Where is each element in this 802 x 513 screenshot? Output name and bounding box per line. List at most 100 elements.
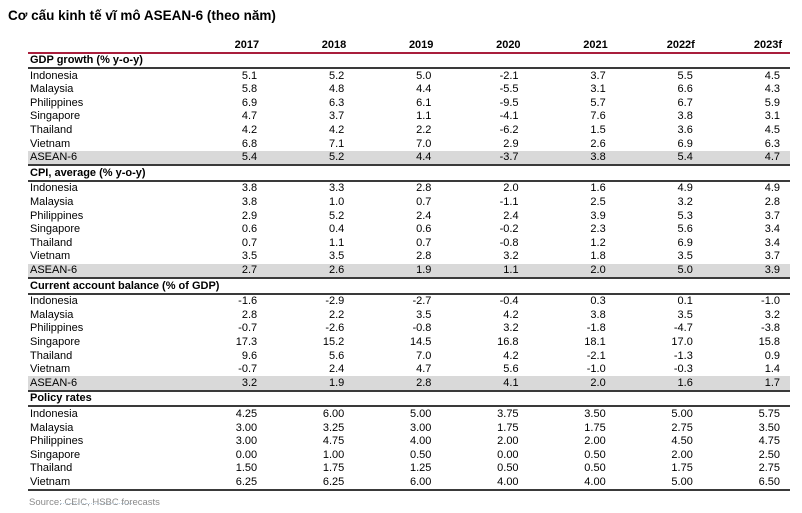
value-cell: 1.1 (416, 110, 432, 123)
year-header: 2021 (528, 38, 616, 54)
value-cell: 4.8 (328, 83, 345, 96)
value-cell: -0.8 (499, 236, 519, 249)
value-cell: 6.7 (677, 96, 693, 109)
table-row: Malaysia 3.8 1.0 0.7 -1.1 2.5 3.2 2.8 (28, 196, 790, 210)
value-cell: 3.9 (702, 263, 790, 280)
table-row: Malaysia 5.8 4.8 4.4 -5.5 3.1 6.6 4.3 (28, 83, 790, 97)
value-cell: 0.6 (241, 223, 258, 236)
value-cell: 1.1 (441, 263, 529, 280)
page-title: Cơ cấu kinh tế vĩ mô ASEAN-6 (theo năm) (8, 8, 276, 23)
country-label: Thailand (30, 462, 73, 475)
value-cell: 2.3 (590, 223, 606, 236)
country-label: Malaysia (30, 421, 74, 434)
table-row: Philippines 6.9 6.3 6.1 -9.5 5.7 6.7 5.9 (28, 96, 790, 110)
value-cell: 6.3 (764, 137, 780, 150)
value-cell: 5.0 (416, 69, 432, 82)
value-cell: 6.1 (416, 96, 432, 109)
year-header: 2020 (441, 38, 529, 54)
value-cell: 6.9 (677, 137, 693, 150)
value-cell: -4.7 (673, 322, 693, 335)
country-label: Vietnam (30, 250, 71, 263)
source-note: Source: CEIC, HSBC forecasts (29, 497, 160, 508)
value-cell: 0.50 (497, 462, 519, 475)
value-cell: 3.00 (235, 435, 258, 448)
value-cell: 5.75 (758, 407, 780, 420)
value-cell: 0.1 (677, 295, 693, 308)
value-cell: -4.1 (499, 110, 519, 123)
value-cell: 3.00 (235, 421, 258, 434)
country-label: Philippines (30, 435, 84, 448)
value-cell: -0.7 (238, 322, 258, 335)
value-cell: -1.6 (238, 295, 258, 308)
value-cell: 3.5 (328, 250, 345, 263)
value-cell: 4.5 (764, 69, 780, 82)
value-cell: 1.7 (702, 376, 790, 392)
value-cell: -1.3 (673, 349, 693, 362)
value-cell: 5.6 (328, 349, 345, 362)
value-cell: -3.8 (761, 322, 780, 335)
value-cell: 4.7 (416, 363, 432, 376)
value-cell: 6.9 (241, 96, 258, 109)
value-cell: -0.4 (499, 295, 519, 308)
country-label: Vietnam (30, 363, 71, 376)
value-cell: 4.25 (235, 407, 258, 420)
table-row: Thailand 0.7 1.1 0.7 -0.8 1.2 6.9 3.4 (28, 236, 790, 250)
value-cell: 3.2 (180, 376, 268, 392)
value-cell: 4.00 (528, 475, 616, 491)
value-cell: 5.7 (590, 96, 606, 109)
value-cell: 5.2 (328, 69, 345, 82)
value-cell: -3.7 (441, 150, 529, 167)
macro-table: 2017 2018 2019 2020 2021 2022f 2023f GDP growt… (28, 38, 790, 491)
value-cell: -6.2 (499, 124, 519, 137)
value-cell: 9.6 (241, 349, 258, 362)
value-cell: 4.1 (441, 376, 529, 392)
value-cell: 0.7 (416, 196, 432, 209)
year-header: 2017 (180, 38, 268, 54)
country-label: Philippines (30, 209, 84, 222)
table-row: ASEAN-6 2.7 2.6 1.9 1.1 2.0 5.0 3.9 (28, 263, 790, 280)
table-row: Vietnam 3.5 3.5 2.8 3.2 1.8 3.5 3.7 (28, 250, 790, 264)
table-body: GDP growth (% y-o-y) Indonesia 5.1 5.2 5.0 -2… (28, 52, 790, 491)
value-cell: 1.0 (328, 196, 345, 209)
value-cell: 0.3 (590, 295, 606, 308)
value-cell: 2.00 (584, 435, 606, 448)
country-label: ASEAN-6 (28, 263, 180, 280)
value-cell: 2.8 (416, 250, 432, 263)
value-cell: 2.6 (267, 263, 355, 280)
value-cell: 3.5 (241, 250, 258, 263)
value-cell: 0.7 (416, 236, 432, 249)
section-header: Policy rates (28, 390, 790, 408)
table-row: Thailand 9.6 5.6 7.0 4.2 -2.1 -1.3 0.9 (28, 349, 790, 363)
value-cell: 7.0 (416, 349, 432, 362)
value-cell: 2.4 (416, 209, 432, 222)
table-row: Vietnam 6.25 6.25 6.00 4.00 4.00 5.00 6.50 (28, 475, 790, 491)
value-cell: 5.0 (615, 263, 703, 280)
value-cell: 3.6 (677, 124, 693, 137)
value-cell: 6.8 (241, 137, 258, 150)
table-row: Singapore 17.3 15.2 14.5 16.8 18.1 17.0 15.8 (28, 335, 790, 349)
value-cell: 1.75 (584, 421, 606, 434)
country-label: Malaysia (30, 83, 74, 96)
table-row: Thailand 4.2 4.2 2.2 -6.2 1.5 3.6 4.5 (28, 124, 790, 138)
value-cell: 0.9 (764, 349, 780, 362)
value-cell: 3.50 (758, 421, 780, 434)
table-row: Indonesia 3.8 3.3 2.8 2.0 1.6 4.9 4.9 (28, 181, 790, 196)
value-cell: 15.8 (758, 335, 780, 348)
table-row: Singapore 0.00 1.00 0.50 0.00 0.50 2.00 2.50 (28, 448, 790, 462)
value-cell: 3.1 (764, 110, 780, 123)
value-cell: 6.3 (328, 96, 345, 109)
country-label: Malaysia (30, 196, 74, 209)
value-cell: -0.2 (499, 223, 519, 236)
value-cell: 4.3 (764, 83, 780, 96)
table-row: Malaysia 2.8 2.2 3.5 4.2 3.8 3.5 3.2 (28, 308, 790, 322)
country-label: Philippines (30, 96, 84, 109)
value-cell: -2.7 (412, 295, 432, 308)
value-cell: 7.6 (590, 110, 606, 123)
value-cell: 2.50 (758, 448, 780, 461)
value-cell: 3.2 (764, 308, 780, 321)
value-cell: 2.75 (671, 421, 693, 434)
value-cell: 1.50 (235, 462, 258, 475)
table-row: Malaysia 3.00 3.25 3.00 1.75 1.75 2.75 3.50 (28, 421, 790, 435)
value-cell: 1.00 (322, 448, 345, 461)
value-cell: -1.0 (761, 295, 780, 308)
